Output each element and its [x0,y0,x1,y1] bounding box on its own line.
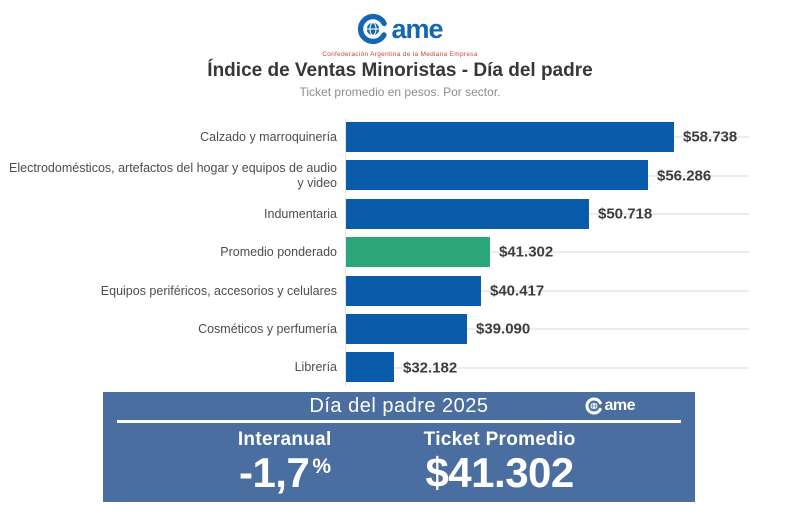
value-label: $40.417 [490,282,545,300]
category-label: Indumentaria [264,206,337,221]
ticket-promedio-column: Ticket Promedio $41.302 [316,423,683,495]
interanual-label: Interanual [237,429,332,450]
value-label: $39.090 [476,320,531,338]
came-globe-icon-white [585,397,603,415]
bar-track: $32.182 [345,348,800,387]
interanual-column: Interanual -1,7% [103,423,466,495]
panel-divider [117,420,681,423]
bar-track: $50.718 [345,194,800,234]
bar-track: $39.090 [345,309,800,349]
interanual-unit: % [312,455,331,478]
chart-row: Indumentaria $50.718 [0,194,800,234]
interanual-value: -1,7% [103,449,466,496]
came-logo: ame Confederación Argentina de la Median… [0,13,800,58]
bar [346,313,467,344]
interanual-number: -1,7 [238,449,310,496]
came-logo-white: ame [585,397,635,415]
came-globe-icon [358,13,389,45]
bar-track: $41.302 [345,233,800,272]
value-label: $32.182 [403,359,458,377]
page-title: Índice de Ventas Minoristas - Día del pa… [207,60,593,81]
page-subtitle: Ticket promedio en pesos. Por sector. [299,85,501,99]
ticket-promedio-label: Ticket Promedio [423,429,576,450]
category-label: Equipos periféricos, accesorios y celula… [100,283,337,298]
came-logo-word-white: ame [604,397,635,414]
bar [346,198,589,229]
chart-row: Promedio ponderado $41.302 [0,233,800,272]
bar-chart: Calzado y marroquinería $58.738 Electrodom… [0,118,800,387]
category-label: Calzado y marroquinería [200,130,337,144]
bar [346,122,674,152]
gridline [346,366,749,369]
category-label: Electrodomésticos, artefactos del hogar … [9,161,337,190]
chart-row: Electrodomésticos, artefactos del hogar … [0,156,800,195]
ticket-promedio-value: $41.302 [425,449,574,496]
bar-track: $56.286 [345,156,800,195]
chart-row: Equipos periféricos, accesorios y celula… [0,271,800,310]
bar [346,352,394,383]
category-label: Promedio ponderado [220,245,337,260]
bar [346,160,648,191]
summary-panel: Día del padre 2025 ame Interanual -1,7% … [103,392,695,502]
bar-track: $58.738 [345,118,800,157]
chart-row: Cosméticos y perfumería $39.090 [0,309,800,349]
chart-row: Calzado y marroquinería $58.738 [0,118,800,157]
summary-panel-title: Día del padre 2025 [309,395,489,417]
bar [346,275,481,306]
gridline [346,289,749,292]
came-logo-word: ame [391,13,443,44]
bar-highlighted [346,237,490,268]
gridline [346,328,749,331]
category-label: Cosméticos y perfumería [198,321,337,336]
value-label: $56.286 [657,167,712,185]
value-label: $41.302 [499,243,554,261]
value-label: $50.718 [598,205,653,223]
bar-track: $40.417 [345,271,800,310]
chart-row: Librería $32.182 [0,348,800,387]
value-label: $58.738 [683,128,738,146]
category-label: Librería [294,360,337,375]
gridline [346,251,749,254]
came-logo-tagline: Confederación Argentina de la Mediana Em… [322,51,478,58]
